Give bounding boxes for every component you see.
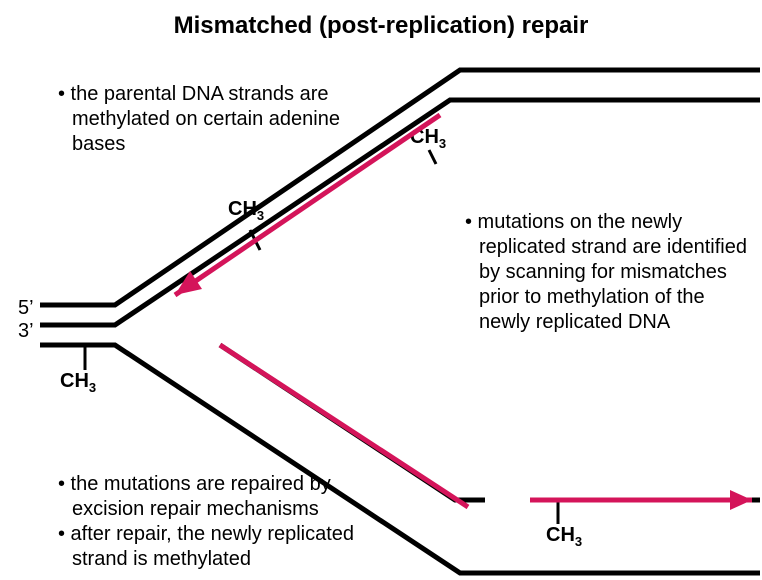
top-inner-strand: [40, 100, 760, 325]
new-strand-lower-back: [220, 345, 468, 507]
new-strand-upper: [175, 115, 440, 295]
bottom-outer-strand: [40, 345, 760, 573]
methyl-tick: [429, 150, 436, 164]
new-strand-lower-arrow: [730, 490, 752, 510]
top-outer-strand: [40, 70, 760, 305]
replication-fork-diagram: [0, 0, 762, 580]
stage: Mismatched (post-replication) repair • t…: [0, 0, 762, 580]
